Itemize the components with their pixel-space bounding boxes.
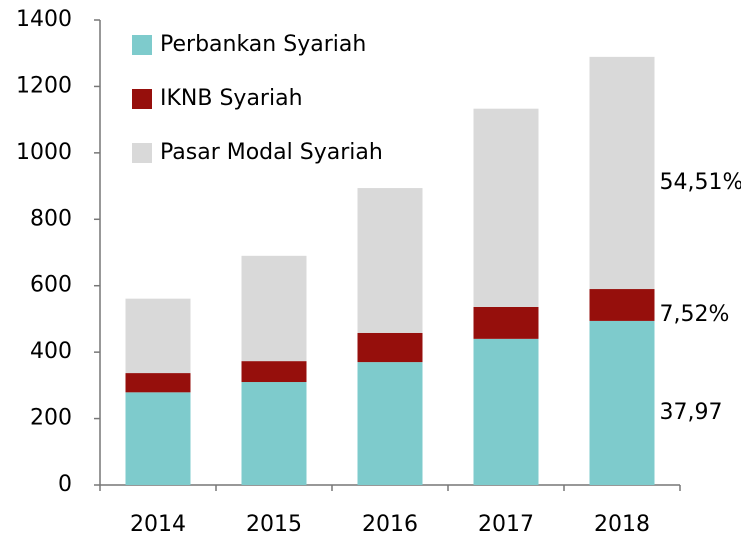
annotation: 54,51% bbox=[660, 170, 741, 195]
y-tick-label: 1200 bbox=[16, 73, 72, 98]
x-tick-label: 2017 bbox=[478, 512, 534, 537]
bar-segment bbox=[473, 306, 539, 339]
legend-swatch bbox=[132, 89, 152, 109]
bar-segment bbox=[241, 255, 307, 362]
bar-segment bbox=[125, 298, 191, 374]
x-tick-label: 2015 bbox=[246, 512, 302, 537]
bar-segment bbox=[473, 338, 539, 485]
x-tick-label: 2014 bbox=[130, 512, 186, 537]
annotation: 37,97 bbox=[660, 400, 723, 425]
x-tick-label: 2016 bbox=[362, 512, 418, 537]
y-tick-label: 1000 bbox=[16, 140, 72, 165]
annotation: 7,52% bbox=[660, 302, 730, 327]
bar-segment bbox=[357, 362, 423, 485]
y-tick-label: 600 bbox=[30, 273, 72, 298]
bar-segment bbox=[357, 188, 423, 333]
bar-segment bbox=[125, 392, 191, 485]
bar-segment bbox=[589, 56, 655, 290]
legend-label: Pasar Modal Syariah bbox=[160, 140, 383, 165]
bar-segment bbox=[473, 108, 539, 307]
bar-segment bbox=[589, 320, 655, 485]
bar-segment bbox=[589, 289, 655, 321]
bar-segment bbox=[241, 361, 307, 383]
legend-swatch bbox=[132, 35, 152, 55]
legend-label: IKNB Syariah bbox=[160, 86, 303, 111]
y-tick-label: 1400 bbox=[16, 7, 72, 32]
bar-segment bbox=[241, 382, 307, 485]
y-tick-label: 0 bbox=[58, 472, 72, 497]
y-tick-label: 800 bbox=[30, 206, 72, 231]
x-tick-label: 2018 bbox=[594, 512, 650, 537]
legend-swatch bbox=[132, 143, 152, 163]
y-tick-label: 400 bbox=[30, 339, 72, 364]
bar-segment bbox=[125, 373, 191, 393]
legend-label: Perbankan Syariah bbox=[160, 32, 366, 57]
y-tick-label: 200 bbox=[30, 406, 72, 431]
bar-segment bbox=[357, 332, 423, 363]
